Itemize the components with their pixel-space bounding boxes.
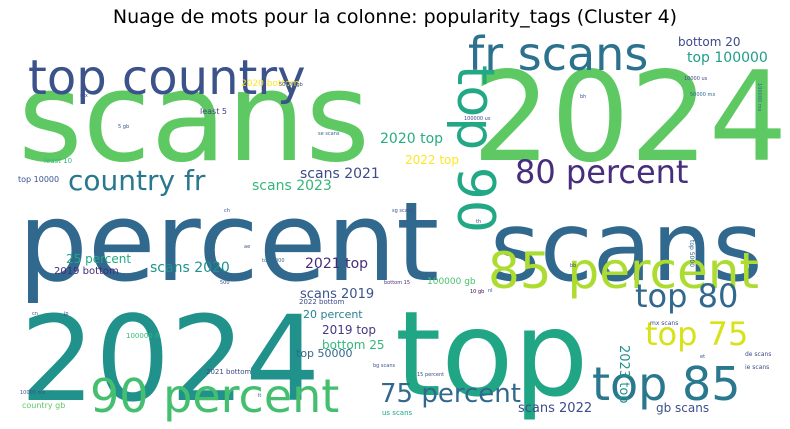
cloud-word: 2020 top [380, 131, 443, 147]
cloud-word: bottom 15 [384, 280, 410, 286]
cloud-word: 2019 top [322, 323, 376, 337]
cloud-word: ae [244, 244, 250, 250]
cloud-word: bh [580, 94, 586, 100]
cloud-word: top 10000 [18, 175, 59, 184]
cloud-word: 5 gb [118, 124, 129, 130]
cloud-word: top [395, 285, 588, 423]
cloud-word: se scans [318, 131, 340, 137]
cloud-word: fr scans [468, 27, 648, 81]
cloud-word: top 80 [635, 277, 738, 315]
cloud-word: et [700, 354, 705, 360]
cloud-word: bg scans [373, 363, 396, 369]
cloud-word: 2022 bottom [299, 298, 345, 306]
cloud-word: 50000 mx [690, 92, 715, 98]
cloud-word: 80 percent [515, 153, 688, 191]
cloud-word: 100000 us [464, 116, 491, 122]
cloud-word: de scans [745, 351, 771, 358]
cloud-word: 25 percent [66, 252, 131, 266]
cloud-word: top 5000 [688, 240, 695, 267]
cloud-word: 100000 mx [756, 83, 762, 112]
cloud-word: 90 percent [90, 369, 339, 423]
cloud-word: nl [488, 288, 493, 294]
cloud-word: 2020 bottom [241, 79, 299, 89]
cloud-word: 100000 gb [427, 277, 476, 287]
cloud-word: top 100000 [687, 50, 768, 66]
cloud-word: 10000 mx [20, 390, 45, 396]
cloud-word: top 1000 [262, 258, 285, 264]
cloud-word: scans 2019 [300, 287, 374, 302]
cloud-word: gb scans [656, 401, 709, 415]
cloud-word: scans 2020 [150, 260, 230, 276]
cloud-word: country gb [22, 401, 65, 410]
cloud-word: bottom 20 [678, 35, 740, 49]
cloud-word: scans 2023 [252, 178, 332, 194]
cloud-word: us scans [382, 409, 413, 417]
cloud-word: top country [28, 50, 305, 106]
cloud-word: top 85 [592, 357, 741, 411]
cloud-word: sg scans [392, 208, 414, 214]
cloud-word: 10 gb [470, 289, 484, 295]
cloud-word: 100000 fr [126, 332, 160, 340]
cloud-word: country fr [68, 164, 206, 197]
cloud-word: top 75 [645, 315, 748, 353]
cloud-word: percent [18, 178, 439, 306]
cloud-word: mx scans [650, 320, 678, 327]
cloud-word: 50000 gb [279, 82, 303, 88]
cloud-word: lt [258, 393, 261, 399]
cloud-word: scans [490, 191, 762, 303]
cloud-word: 2024 [20, 290, 320, 428]
cloud-word: 2021 bottom [206, 368, 252, 376]
cloud-word: jp [63, 311, 69, 317]
cloud-word: 10000 us [684, 76, 708, 82]
cloud-word: least 10 [44, 157, 72, 165]
cloud-word: scans [18, 46, 370, 190]
cloud-word: least 5 [200, 107, 227, 116]
cloud-word: 2021 top [305, 256, 368, 272]
cloud-word: 75 percent [380, 379, 521, 409]
cloud-word: 20 percent [303, 308, 363, 321]
cloud-word: scans 2022 [518, 401, 592, 416]
cloud-word: scans 2021 [300, 166, 380, 182]
cloud-word: ie scans [745, 364, 769, 371]
cloud-word: 2022 top [405, 153, 459, 167]
cloud-word: ch [224, 208, 230, 214]
cloud-word: 15 percent [417, 372, 444, 378]
cloud-word: bottom 25 [322, 338, 384, 352]
cloud-word: mx [80, 93, 88, 99]
cloud-word: top 90 [445, 65, 505, 233]
cloud-word: 2019 bottom [54, 266, 119, 277]
cloud-word: 500 [220, 280, 230, 286]
cloud-word: top 50000 [296, 347, 353, 360]
cloud-word: 85 percent [488, 242, 759, 300]
chart-title: Nuage de mots pour la colonne: popularit… [112, 6, 678, 28]
cloud-word: 2023 top [616, 345, 631, 404]
cloud-word: cn [32, 311, 38, 317]
cloud-word: bb [570, 263, 576, 269]
cloud-word: th [476, 219, 481, 225]
cloud-word: 2024 [472, 46, 788, 190]
